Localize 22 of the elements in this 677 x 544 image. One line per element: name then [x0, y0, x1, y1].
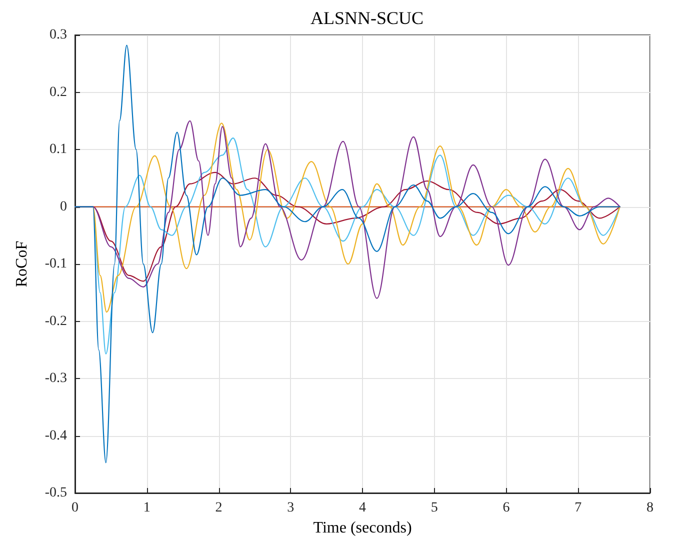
- y-tick-label: -0.2: [44, 314, 67, 329]
- y-tick-label: -0.1: [44, 256, 67, 272]
- y-tick-label: 0.1: [50, 142, 67, 157]
- x-tick-label: 1: [143, 500, 150, 516]
- y-tick-label: 0.2: [50, 84, 67, 100]
- line-series: [74, 44, 620, 464]
- chart-title: ALSNN-SCUC: [310, 8, 424, 28]
- x-tick-label: 0: [72, 500, 78, 516]
- x-tick-label: 3: [287, 500, 294, 516]
- x-tick-label: 2: [215, 500, 222, 516]
- x-tick-label: 7: [574, 500, 582, 516]
- y-axis-title: RoCoF: [14, 240, 30, 288]
- y-tick-label: 0.3: [50, 28, 67, 42]
- x-tick-label: 8: [646, 500, 654, 516]
- y-tick-label: 0: [60, 199, 67, 214]
- x-tick-label: 6: [502, 500, 510, 516]
- x-tick-label: 5: [430, 500, 438, 516]
- x-tick-label: 4: [359, 500, 366, 516]
- y-tick-label: -0.3: [44, 371, 67, 386]
- x-axis-title: Time (seconds): [313, 519, 412, 536]
- y-tick-label: -0.4: [44, 428, 67, 444]
- y-tick-label: -0.5: [44, 486, 67, 500]
